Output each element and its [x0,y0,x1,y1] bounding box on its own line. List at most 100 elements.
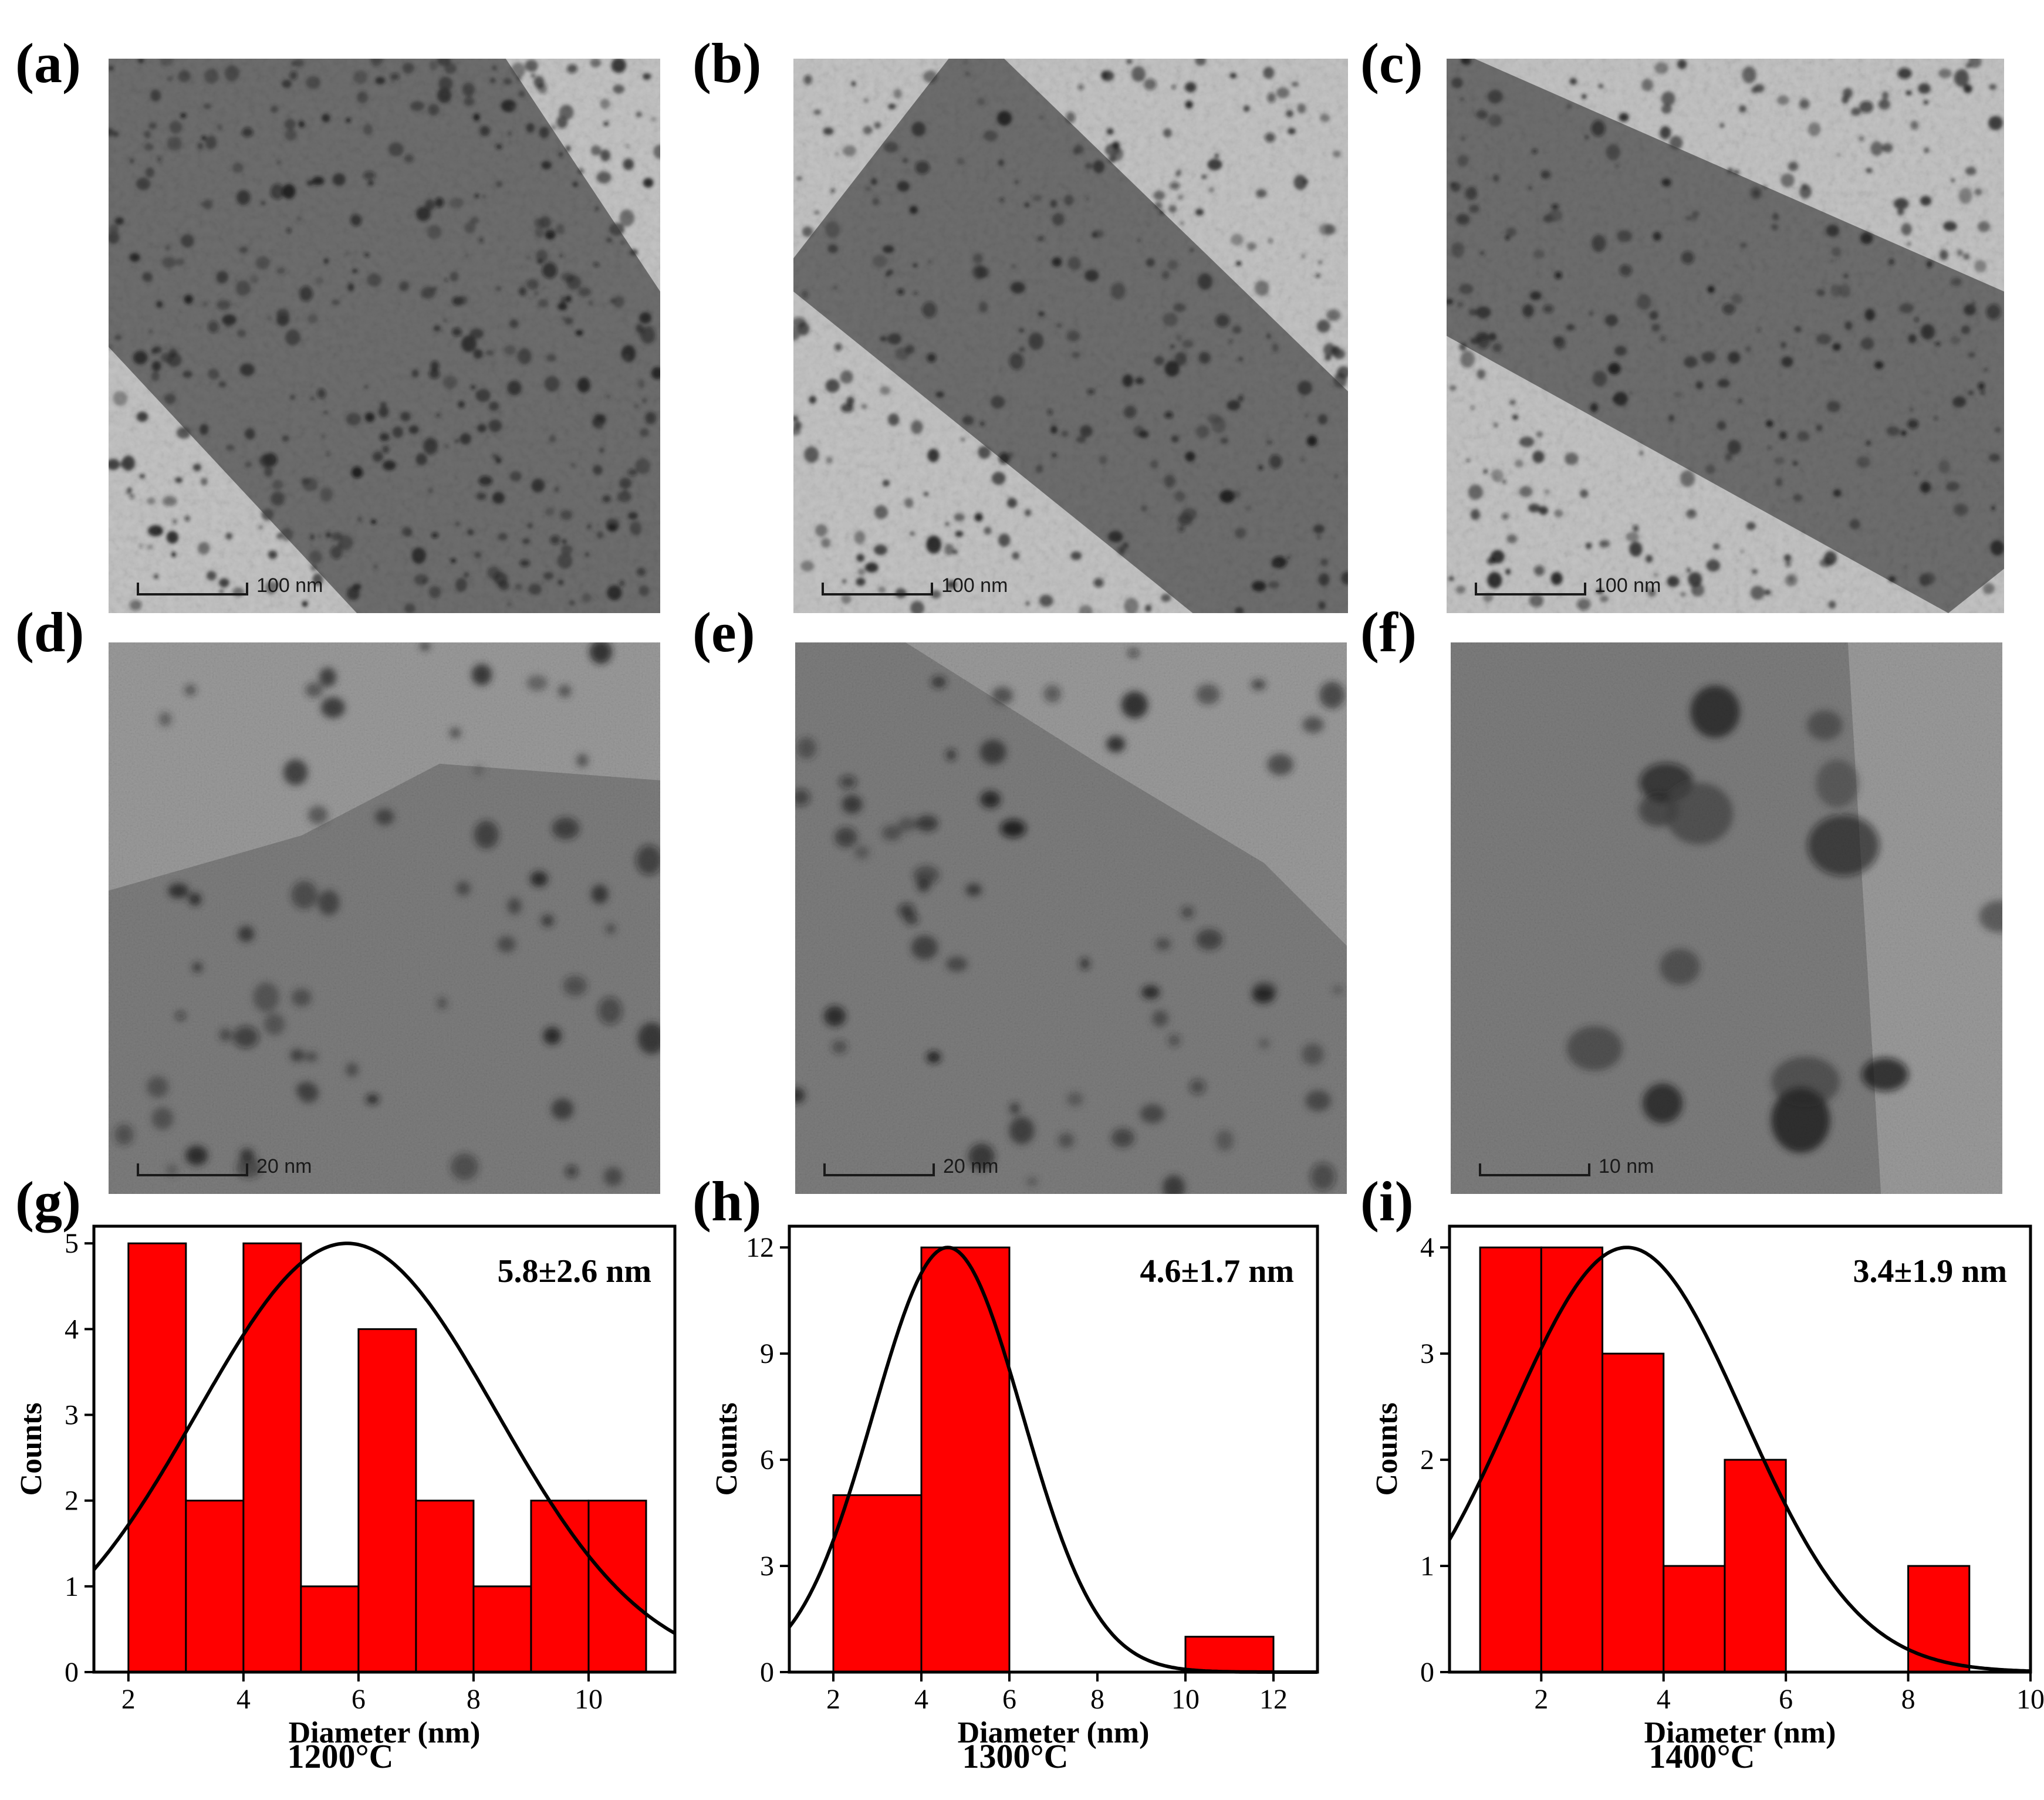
y-tick-label: 12 [746,1232,774,1263]
plot-frame [92,1224,677,1674]
condition-label-1400: 1400°C [1648,1737,1755,1775]
tem-micrograph [1447,59,2004,613]
scale-bar-line [822,583,933,596]
scale-bar-label: 20 nm [256,1155,312,1178]
scale-bar-label: 10 nm [1599,1155,1654,1178]
panel-label-g: (g) [15,1170,81,1233]
scale-bar-line [1475,583,1586,596]
histogram-i: 2 4 6 8 10 0 1 2 3 4 Diameter (nm) Counts 3.4±1.9 nm [1356,1209,2044,1750]
y-tick-label: 1 [65,1571,79,1602]
scale-bar: 100 nm [137,574,323,597]
histogram-bar [242,1242,302,1673]
condition-label-1300: 1300°C [962,1737,1069,1775]
scale-bar-line [137,583,248,596]
histogram-bar [357,1328,417,1673]
histogram-bar [1724,1459,1787,1673]
x-tick-label: 4 [914,1684,928,1715]
x-tick-label: 10 [2016,1684,2044,1715]
histogram-svg: 2 4 6 8 10 0 1 2 3 4 5 Diameter (nm) Counts 5.8±2.6 n… [15,1224,677,1750]
histogram-bar [1540,1246,1604,1673]
y-tick-label: 1 [1420,1551,1434,1582]
x-axis-label: Diameter (nm) [958,1716,1150,1750]
y-tick-label: 6 [760,1444,774,1476]
tem-micrograph [795,642,1347,1194]
scale-bar: 20 nm [137,1155,312,1178]
x-tick-label: 4 [1657,1684,1671,1715]
y-tick-label: 3 [760,1551,774,1582]
panel-label-f: (f) [1360,601,1417,664]
scale-bar: 100 nm [1475,574,1661,597]
x-tick-label: 6 [352,1684,366,1715]
y-tick-label: 3 [1420,1338,1434,1369]
histogram-bar [1907,1565,1971,1673]
x-tick-label: 8 [1090,1684,1104,1715]
x-axis-label: Diameter (nm) [1644,1716,1836,1750]
size-annotation: 5.8±2.6 nm [497,1253,651,1290]
histogram-bar [1602,1352,1665,1673]
histogram-bar [415,1500,475,1673]
x-tick-label: 6 [1002,1684,1016,1715]
gaussian-fit-curve [92,1241,676,1635]
panel-label-a: (a) [15,32,81,94]
histogram-svg: 2 4 6 8 10 12 0 3 6 9 12 Diameter (nm) Counts 4.6±1.7… [710,1224,1319,1750]
y-axis-label: Counts [1370,1403,1404,1496]
histogram-bar [1663,1565,1726,1673]
y-tick-label: 5 [65,1228,79,1259]
histogram-bar [1184,1636,1275,1673]
y-axis-label: Counts [15,1403,48,1496]
x-tick-label: 10 [575,1684,603,1715]
x-tick-label: 12 [1259,1684,1288,1715]
histogram-bar [920,1246,1011,1673]
scale-bar: 100 nm [822,574,1008,597]
panel-label-d: (d) [15,601,85,664]
scale-bar-line [1479,1163,1590,1176]
x-tick-label: 10 [1171,1684,1200,1715]
y-tick-label: 9 [760,1338,774,1369]
scale-bar-label: 100 nm [256,574,323,597]
panel-label-i: (i) [1360,1170,1414,1233]
x-tick-label: 4 [237,1684,251,1715]
panel-label-e: (e) [692,601,755,664]
tem-image-c: 100 nm [1447,59,2004,613]
tem-image-f: 10 nm [1451,642,2002,1194]
x-tick-label: 8 [467,1684,481,1715]
size-annotation: 3.4±1.9 nm [1853,1253,2007,1290]
gaussian-fit-curve [1448,1246,2031,1673]
scale-bar-label: 20 nm [943,1155,999,1178]
x-tick-label: 2 [826,1684,840,1715]
x-tick-label: 2 [1534,1684,1548,1715]
y-axis-label: Counts [710,1403,744,1496]
x-tick-label: 6 [1779,1684,1793,1715]
tem-image-d: 20 nm [109,642,660,1194]
tem-image-b: 100 nm [793,59,1348,613]
scale-bar-label: 100 nm [941,574,1008,597]
panel-label-b: (b) [692,32,762,94]
scale-bar: 20 nm [823,1155,999,1178]
histogram-bar [472,1585,532,1673]
plot-frame [788,1224,1319,1674]
scale-bar: 10 nm [1479,1155,1654,1178]
panel-label-c: (c) [1360,32,1423,94]
y-tick-label: 0 [760,1657,774,1688]
plot-frame [1448,1224,2032,1674]
histogram-bar [127,1242,187,1673]
y-tick-label: 4 [65,1314,79,1345]
scale-bar-label: 100 nm [1594,574,1661,597]
y-tick-label: 2 [1420,1444,1434,1476]
condition-label-1200: 1200°C [287,1737,394,1775]
tem-image-e: 20 nm [795,642,1347,1194]
histogram-bar [185,1500,245,1673]
y-tick-label: 0 [1420,1657,1434,1688]
tem-micrograph [109,59,660,613]
histogram-bar [300,1585,360,1673]
panel-label-h: (h) [692,1170,762,1233]
tem-micrograph [793,59,1348,613]
size-annotation: 4.6±1.7 nm [1140,1253,1294,1290]
x-tick-label: 2 [121,1684,136,1715]
histogram-h: 2 4 6 8 10 12 0 3 6 9 12 Diameter (nm) Counts 4.6±1.7… [681,1209,1356,1750]
x-tick-label: 8 [1901,1684,1915,1715]
histogram-bar [530,1500,590,1673]
x-axis-label: Diameter (nm) [289,1716,481,1750]
y-tick-label: 4 [1420,1232,1434,1263]
